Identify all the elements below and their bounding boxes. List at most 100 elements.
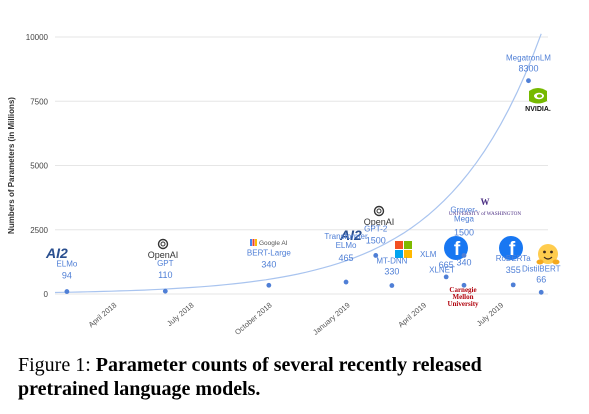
microsoft-square-icon (395, 250, 403, 258)
uw-logo-text: UNIVERSITY of WASHINGTON (449, 210, 521, 217)
hugging-face-icon (538, 244, 558, 264)
data-point (162, 288, 168, 294)
nvidia-eye-pupil (536, 94, 543, 98)
openai-logo-text: OpenAI (148, 250, 179, 260)
point-name-label: Mega (454, 214, 475, 223)
x-tick-label: January 2019 (311, 301, 352, 337)
point-name-label: XLNET (429, 265, 455, 274)
point-value-label: 340 (261, 259, 276, 269)
point-name-label: Transformer (324, 232, 368, 241)
data-point (64, 289, 70, 294)
openai-logo: OpenAI (148, 238, 179, 260)
hugging-face-eye (543, 250, 546, 254)
point-value-label: 1500 (366, 235, 386, 245)
microsoft-logo (395, 241, 412, 258)
openai-knot-icon (373, 205, 385, 217)
data-point (443, 274, 449, 280)
hugging-face-smile (543, 256, 553, 260)
x-tick-label: April 2019 (396, 301, 428, 330)
data-point (510, 282, 516, 288)
facebook-logo-xlm: f (444, 236, 468, 260)
point-name-label: MegatronLM (506, 54, 551, 63)
openai-knot-icon (157, 238, 169, 250)
point-name-label: XLM (420, 250, 437, 259)
exponential-trend-line (54, 33, 542, 294)
data-point (373, 253, 379, 258)
point-name-label: GPT (157, 259, 174, 268)
facebook-icon (499, 236, 523, 260)
data-point (538, 289, 544, 295)
nvidia-logo: NVIDIA. (525, 88, 551, 113)
data-points (64, 78, 544, 295)
data-point (343, 279, 349, 285)
facebook-icon (444, 236, 468, 260)
google-ai-bar-icon (255, 239, 257, 246)
hugging-face-eye (550, 250, 553, 254)
cmu-logo-text-2: Mellon (453, 293, 474, 301)
y-tick-label: 0 (44, 290, 49, 299)
point-value-label: 66 (536, 274, 546, 284)
data-point (461, 253, 467, 258)
point-name-label: DistilBERT (522, 264, 561, 273)
openai-logo: OpenAI (364, 205, 395, 227)
hugging-face-hand (536, 259, 544, 265)
point-value-label: 340 (456, 257, 471, 267)
y-tick-label: 7500 (30, 97, 48, 106)
uw-logo: W UNIVERSITY of WASHINGTON (449, 197, 521, 217)
y-axis-label: Numbers of Parameters (in Millions) (7, 97, 16, 234)
point-name-label: RoBERTa (496, 254, 532, 263)
x-tick-label: April 2018 (87, 301, 119, 330)
point-value-label: 465 (339, 253, 354, 263)
x-tick-label: July 2019 (475, 301, 505, 329)
y-tick-label: 5000 (30, 162, 48, 171)
x-tick-label: July 2018 (165, 301, 195, 329)
data-point (461, 282, 467, 288)
point-name-label: BERT-Large (247, 248, 291, 257)
y-tick-label: 10000 (26, 33, 49, 42)
openai-knot-inner (376, 208, 382, 214)
caption-figure-number: Figure 1: (18, 354, 91, 376)
point-value-label: 110 (158, 270, 172, 280)
point-value-label: 355 (506, 265, 521, 275)
facebook-logo-roberta: f (499, 236, 523, 260)
ai2-logo-text: AI2 (45, 245, 68, 261)
uw-w-mark: W (481, 197, 490, 207)
microsoft-square-icon (404, 241, 412, 249)
figure-caption: Figure 1: Parameter counts of several re… (18, 353, 574, 401)
point-value-label: 1500 (454, 227, 474, 237)
point-value-label: 665 (439, 260, 454, 270)
point-name-label: GPT-2 (364, 224, 388, 233)
microsoft-square-icon (395, 241, 403, 249)
data-point (389, 283, 395, 288)
google-ai-bar-icon (250, 239, 252, 246)
google-ai-bar-icon (252, 239, 255, 246)
hugging-face-logo (536, 244, 560, 265)
point-value-label: 8300 (518, 64, 538, 74)
cmu-logo-text-1: Carnegie (449, 286, 476, 294)
hugging-face-hand (552, 259, 560, 265)
ai2-logo: AI2 (45, 245, 68, 261)
google-ai-logo-text: Google AI (259, 240, 288, 247)
point-name-label: MT-DNN (376, 257, 407, 266)
gridlines (55, 36, 548, 295)
nvidia-logo-text: NVIDIA. (525, 106, 551, 113)
x-tick-label: October 2018 (233, 301, 274, 337)
parameter-count-chart: 0 2500 5000 7500 10000 Numbers of Parameters … (7, 33, 561, 337)
facebook-f-glyph: f (509, 239, 516, 260)
point-name-label: ELMo (336, 241, 357, 250)
data-point (266, 282, 272, 288)
cmu-logo-text-3: University (447, 300, 479, 308)
point-value-label: 330 (384, 267, 399, 277)
data-point (526, 78, 531, 84)
ai2-logo: AI2 (339, 227, 362, 243)
axes: 0 2500 5000 7500 10000 Numbers of Parameters … (7, 33, 505, 337)
y-tick-label: 2500 (30, 226, 48, 235)
point-name-label: ELMo (56, 260, 77, 269)
facebook-f-glyph: f (454, 239, 461, 260)
point-name-label: Grover- (450, 205, 477, 214)
openai-knot-inner (160, 241, 166, 247)
point-value-label: 94 (62, 271, 72, 281)
openai-logo-text: OpenAI (364, 217, 395, 227)
